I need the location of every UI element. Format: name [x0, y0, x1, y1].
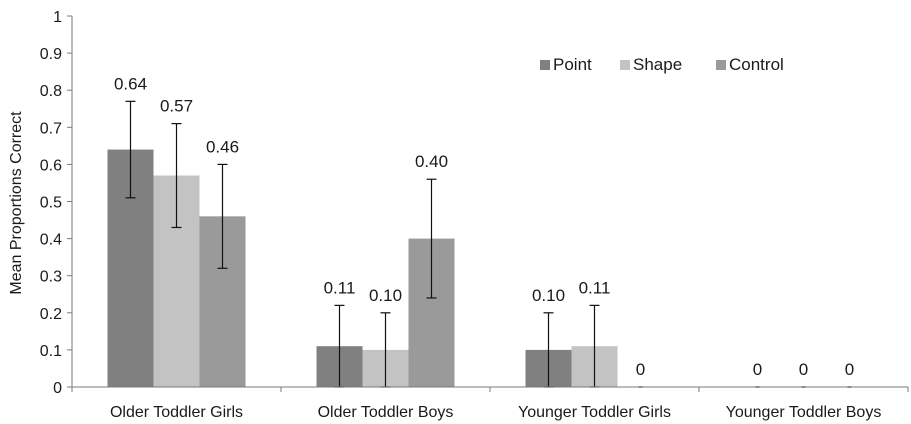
legend: Point Shape Control	[540, 55, 784, 74]
y-tick-label: 0.8	[40, 83, 62, 100]
legend-swatch-shape	[620, 60, 630, 70]
data-label: 0.11	[579, 278, 611, 297]
x-category-label: Younger Toddler Girls	[518, 404, 671, 421]
data-label: 0	[753, 360, 762, 379]
y-tick-label: 0.2	[40, 306, 62, 323]
x-axis: Older Toddler Girls Older Toddler Boys You…	[71, 386, 909, 421]
data-label: 0.64	[114, 74, 147, 93]
y-axis: 0 0.1 0.2 0.3 0.4 0.5 0.6 0.7 0.8 0.9 1	[40, 9, 73, 397]
data-label: 0.40	[415, 152, 448, 171]
y-tick-label: 0.3	[40, 269, 62, 286]
y-tick-label: 0.1	[40, 343, 62, 360]
data-label: 0	[636, 360, 645, 379]
data-label: 0	[845, 360, 854, 379]
legend-swatch-control	[716, 60, 726, 70]
legend-label-shape: Shape	[633, 55, 682, 74]
y-tick-label: 0.4	[40, 232, 62, 249]
x-category-label: Older Toddler Girls	[110, 404, 243, 421]
y-tick-label: 0.6	[40, 157, 62, 174]
legend-label-point: Point	[553, 55, 592, 74]
y-tick-label: 0.7	[40, 120, 62, 137]
data-label: 0	[799, 360, 808, 379]
legend-swatch-point	[540, 60, 550, 70]
error-bars	[125, 100, 600, 388]
x-category-label: Older Toddler Boys	[318, 404, 454, 421]
y-axis-title: Mean Proportions Correct	[8, 111, 25, 295]
data-label: 0.57	[160, 97, 193, 116]
data-label: 0.10	[532, 286, 565, 305]
y-tick-label: 1	[53, 9, 62, 26]
data-labels: 0.64 0.11 0.10 0 0.57 0.10 0.11 0 0.46 0.40 0 0	[114, 74, 854, 379]
y-tick-label: 0.9	[40, 46, 62, 63]
data-label: 0.46	[206, 137, 239, 156]
y-tick-label: 0.5	[40, 195, 62, 212]
x-category-label: Younger Toddler Boys	[726, 404, 882, 421]
y-tick-label: 0	[53, 380, 62, 397]
data-label: 0.10	[369, 286, 402, 305]
legend-label-control: Control	[729, 55, 784, 74]
data-label: 0.11	[324, 278, 356, 297]
